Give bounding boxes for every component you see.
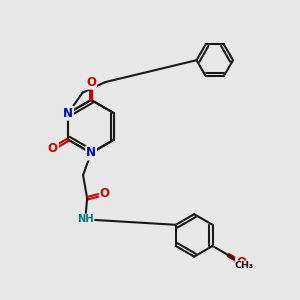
Text: NH: NH — [77, 214, 94, 224]
Text: O: O — [48, 142, 58, 155]
Text: O: O — [236, 256, 246, 269]
Text: N: N — [86, 146, 96, 159]
Text: CH₃: CH₃ — [235, 261, 254, 270]
Text: N: N — [63, 107, 73, 120]
Text: O: O — [86, 76, 96, 89]
Text: O: O — [100, 188, 110, 200]
